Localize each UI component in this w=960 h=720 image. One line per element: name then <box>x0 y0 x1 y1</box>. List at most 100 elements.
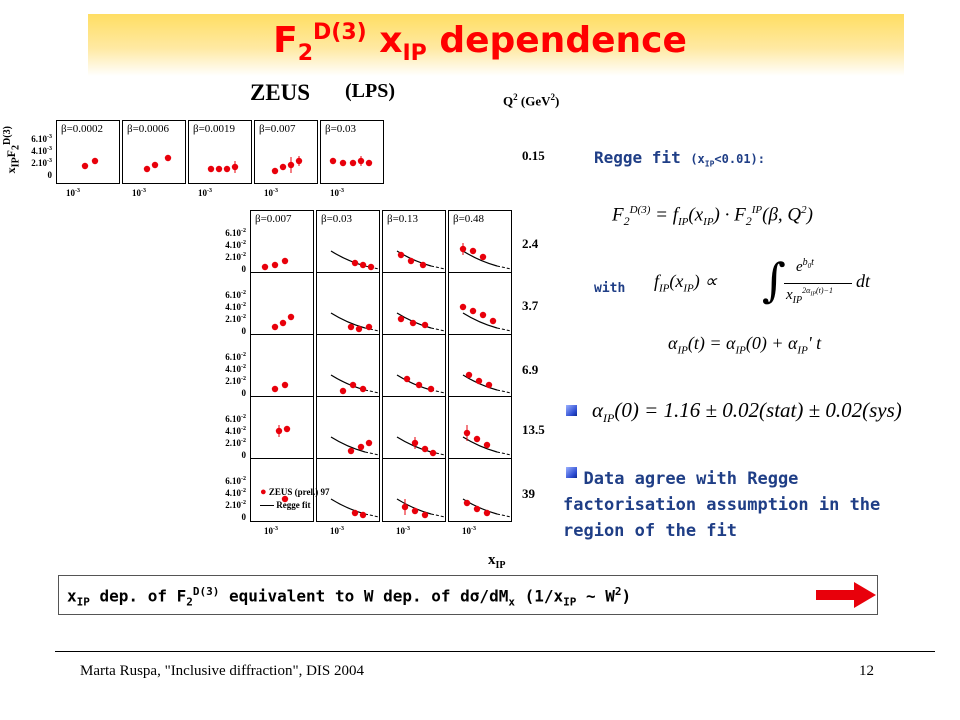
data-point <box>365 159 373 167</box>
data-point <box>347 447 355 455</box>
plot-panel: β=0.13 <box>382 210 446 274</box>
footer-author: Marta Ruspa, "Inclusive diffraction", DI… <box>80 663 364 679</box>
regge-fit-curve <box>462 250 498 267</box>
panel-plot-area <box>459 243 511 270</box>
panel-plot-area <box>462 498 511 518</box>
data-point <box>359 511 367 519</box>
data-point <box>281 257 289 265</box>
footer-rule <box>55 651 935 652</box>
data-point <box>421 321 429 329</box>
q2-value: 6.9 <box>522 362 539 377</box>
data-point <box>407 257 415 265</box>
data-point <box>397 251 405 259</box>
data-point <box>287 313 295 321</box>
panel-plot-area <box>81 157 99 170</box>
data-point <box>409 319 417 327</box>
regge-fit-extrapolation <box>364 513 379 518</box>
data-point <box>223 165 231 173</box>
plot-panel <box>316 396 380 460</box>
y-tick-label: 2.10-2 <box>225 376 246 386</box>
panel-plot-area <box>396 250 445 270</box>
panel-plot-area <box>330 436 379 456</box>
y-tick-label: 6.10-3 <box>31 134 52 144</box>
data-point <box>279 319 287 327</box>
data-point <box>283 425 291 433</box>
data-point <box>281 495 289 503</box>
data-point <box>483 441 491 449</box>
panel-plot-area <box>459 303 511 332</box>
regge-fit-label: Regge fit (xIP<0.01): <box>594 148 765 169</box>
arrow-right-icon <box>816 582 876 608</box>
y-tick-label: 0 <box>47 170 53 180</box>
plot-panel <box>448 272 512 336</box>
y-tick-label: 0 <box>241 388 247 398</box>
data-point <box>355 325 363 333</box>
data-point <box>271 261 279 269</box>
plot-panel <box>382 458 446 522</box>
data-point <box>349 159 357 167</box>
regge-fit-curve <box>330 374 366 391</box>
plot-panel <box>250 334 314 398</box>
summary-banner: xIP dep. of F2D(3) equivalent to W dep. … <box>58 575 878 615</box>
data-point <box>359 385 367 393</box>
plot-panel: β=0.0019 <box>188 120 252 184</box>
regge-fit-extrapolation <box>496 451 511 456</box>
y-tick-label: 6.10-2 <box>225 290 246 300</box>
panel-plot-area <box>329 156 373 167</box>
data-point <box>479 311 487 319</box>
x-tick-label: 10-3 <box>396 526 410 536</box>
data-point <box>397 315 405 323</box>
panel-plot-area <box>271 381 289 393</box>
regge-fit-extrapolation <box>496 265 511 270</box>
data-point <box>469 307 477 315</box>
data-point <box>339 387 347 395</box>
plot-panel: β=0.0002 <box>56 120 120 184</box>
data-point <box>339 159 347 167</box>
y-tick-label: 2.10-3 <box>31 158 52 168</box>
plot-panel <box>448 334 512 398</box>
plot-panel: β=0.007 <box>254 120 318 184</box>
y-tick-label: 4.10-2 <box>225 426 246 436</box>
panel-plot-area <box>462 371 511 394</box>
q2-value: 0.15 <box>522 148 545 163</box>
plot-panel <box>250 396 314 460</box>
data-point <box>281 381 289 389</box>
data-point <box>349 381 357 389</box>
plot-panel <box>448 396 512 460</box>
y-tick-label: 6.10-2 <box>225 476 246 486</box>
data-point <box>143 165 151 173</box>
x-tick-label: 10-3 <box>462 526 476 536</box>
y-tick-label: 2.10-2 <box>225 314 246 324</box>
plot-panel <box>382 272 446 336</box>
y-tick-label: 2.10-2 <box>225 438 246 448</box>
panel-plot-area <box>271 313 295 331</box>
data-point <box>164 154 172 162</box>
data-point <box>351 259 359 267</box>
x-tick-label: 10-3 <box>264 526 278 536</box>
regge-fit-curve <box>462 312 498 329</box>
data-point <box>91 157 99 165</box>
regge-fit-curve <box>330 498 366 515</box>
bullet-icon <box>566 405 577 416</box>
regge-fit-curve <box>462 436 498 453</box>
panel-plot-area <box>396 436 445 457</box>
data-point <box>485 381 493 389</box>
page-number: 12 <box>859 663 874 679</box>
panel-plot-area <box>261 257 289 271</box>
legend-data-entry: ● ZEUS (prel.) 97 <box>260 486 330 498</box>
data-point <box>347 323 355 331</box>
x-tick-label: 10-3 <box>132 188 146 198</box>
data-point <box>427 385 435 393</box>
regge-fit-curve <box>330 436 366 453</box>
panel-plot-area <box>330 374 379 395</box>
data-point <box>365 439 373 447</box>
experiment-label: ZEUS <box>250 80 311 105</box>
panel-plot-area <box>143 154 172 173</box>
y-tick-label: 4.10-2 <box>225 302 246 312</box>
panel-beta-label: β=0.007 <box>255 213 292 225</box>
regge-fit-extrapolation <box>430 327 445 332</box>
y-tick-label: 6.10-2 <box>225 414 246 424</box>
bullet-icon <box>566 467 577 478</box>
regge-fit-curve <box>396 374 432 391</box>
q2-value: 3.7 <box>522 298 539 313</box>
